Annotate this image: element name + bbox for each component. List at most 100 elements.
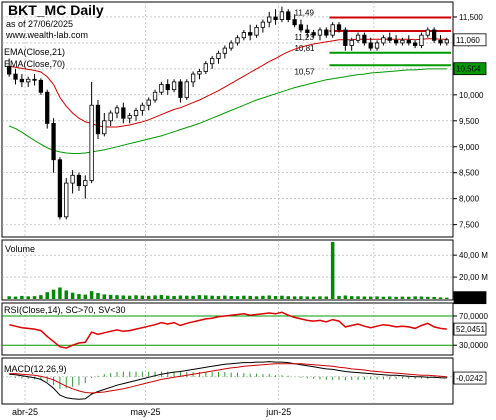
candle-down xyxy=(305,29,310,33)
candle-up xyxy=(374,42,380,49)
volume-bar xyxy=(368,296,373,299)
candle-up xyxy=(102,120,107,135)
candle-up xyxy=(83,180,88,187)
candle-up xyxy=(260,21,266,28)
volume-bar xyxy=(267,295,271,299)
candle-up xyxy=(140,104,145,111)
rsi-legend: RSI(Close,14), SC>70, SV<30 xyxy=(4,305,126,315)
candle-up xyxy=(330,24,335,36)
candle-up xyxy=(267,16,272,23)
volume-bar xyxy=(185,295,189,299)
candle-down xyxy=(273,16,278,20)
volume-bar xyxy=(204,295,208,299)
candle-up xyxy=(152,91,158,101)
volume-bar xyxy=(318,296,322,299)
volume-bar xyxy=(356,296,360,299)
price-tick-label: 9,000 xyxy=(459,143,480,152)
volume-bar xyxy=(89,291,94,299)
volume-bar xyxy=(159,295,164,299)
price-tick-label: 11,500 xyxy=(459,13,483,22)
candle-up xyxy=(108,112,113,122)
volume-bar xyxy=(96,292,100,299)
x-axis-label: abr-25 xyxy=(12,407,38,417)
last-rsi-label: 52,0451 xyxy=(456,325,485,334)
volume-bar xyxy=(115,295,119,299)
macd-legend: MACD(12,26,9) xyxy=(4,364,67,374)
volume-bar xyxy=(445,297,449,299)
candle-down xyxy=(412,42,418,46)
candle-up xyxy=(400,39,405,44)
rsi-series: 70,0000 30,0000 xyxy=(2,311,488,350)
volume-bar xyxy=(146,295,151,299)
rsi-tick-label: 70,0000 xyxy=(459,312,488,321)
volume-bar xyxy=(375,296,379,299)
candle-up xyxy=(190,73,196,83)
volume-bar xyxy=(165,295,170,299)
last-rsi-label-box xyxy=(453,322,487,336)
last-volume-label-box xyxy=(453,291,487,305)
volume-bar xyxy=(51,289,56,299)
chart-title: BKT_MC Daily xyxy=(8,2,104,18)
volume-bar xyxy=(337,295,341,299)
grid-lines xyxy=(2,2,453,404)
volume-bar xyxy=(394,296,398,299)
candle-down xyxy=(406,39,411,44)
candle-down xyxy=(45,91,50,124)
ema21-line xyxy=(9,38,447,128)
volume-bar xyxy=(261,295,265,299)
volume-bar xyxy=(362,296,367,299)
volume-bar xyxy=(77,294,81,299)
volume-bar xyxy=(39,295,43,299)
candle-down xyxy=(57,159,63,218)
volume-bar xyxy=(20,295,24,299)
volume-bar xyxy=(229,296,233,299)
candle-down xyxy=(165,84,170,91)
macd-panel xyxy=(1,357,454,405)
candle-down xyxy=(7,65,12,75)
candle-up xyxy=(222,47,227,54)
rsi-line xyxy=(9,311,447,349)
candle-down xyxy=(311,32,316,36)
price-tick-label: 7,500 xyxy=(459,221,480,230)
candle-up xyxy=(127,115,132,119)
ema70-value-label-box xyxy=(453,62,487,76)
candle-up xyxy=(254,26,259,36)
x-axis-label: may-25 xyxy=(131,407,161,417)
volume-tick-label: 20,00 M xyxy=(459,273,488,282)
volume-bar xyxy=(273,296,278,299)
candle-up xyxy=(171,81,177,91)
volume-bar xyxy=(299,296,303,299)
candle-up xyxy=(317,29,323,36)
volume-bar xyxy=(413,296,417,299)
as-of-date: as of 27/06/2025 xyxy=(6,19,73,29)
candle-up xyxy=(89,104,94,181)
volume-bar xyxy=(121,295,126,299)
candle-up xyxy=(229,42,234,49)
volume-bar xyxy=(210,295,214,299)
volume-bar xyxy=(223,295,227,299)
volume-bar xyxy=(178,295,183,299)
candle-down xyxy=(286,11,291,20)
candle-up xyxy=(235,37,240,44)
candle-down xyxy=(121,107,126,119)
volume-panel xyxy=(1,239,454,301)
candle-down xyxy=(387,37,392,41)
candle-up xyxy=(146,99,151,106)
volume-bar xyxy=(70,292,75,299)
volume-bar xyxy=(197,295,202,299)
volume-bar xyxy=(324,296,329,299)
volume-bar xyxy=(26,296,30,299)
volume-bar xyxy=(191,295,195,299)
macd-signal-line xyxy=(9,363,447,394)
candle-down xyxy=(76,174,82,187)
price-tick-label: 8,500 xyxy=(459,169,480,178)
volume-bar xyxy=(108,294,113,299)
candle-up xyxy=(444,39,449,44)
candle-up xyxy=(26,78,31,83)
candle-down xyxy=(431,29,437,41)
macd-series xyxy=(8,361,448,400)
candle-down xyxy=(32,78,37,81)
price-tick-label: 8,000 xyxy=(459,195,480,204)
candle-down xyxy=(362,34,367,44)
